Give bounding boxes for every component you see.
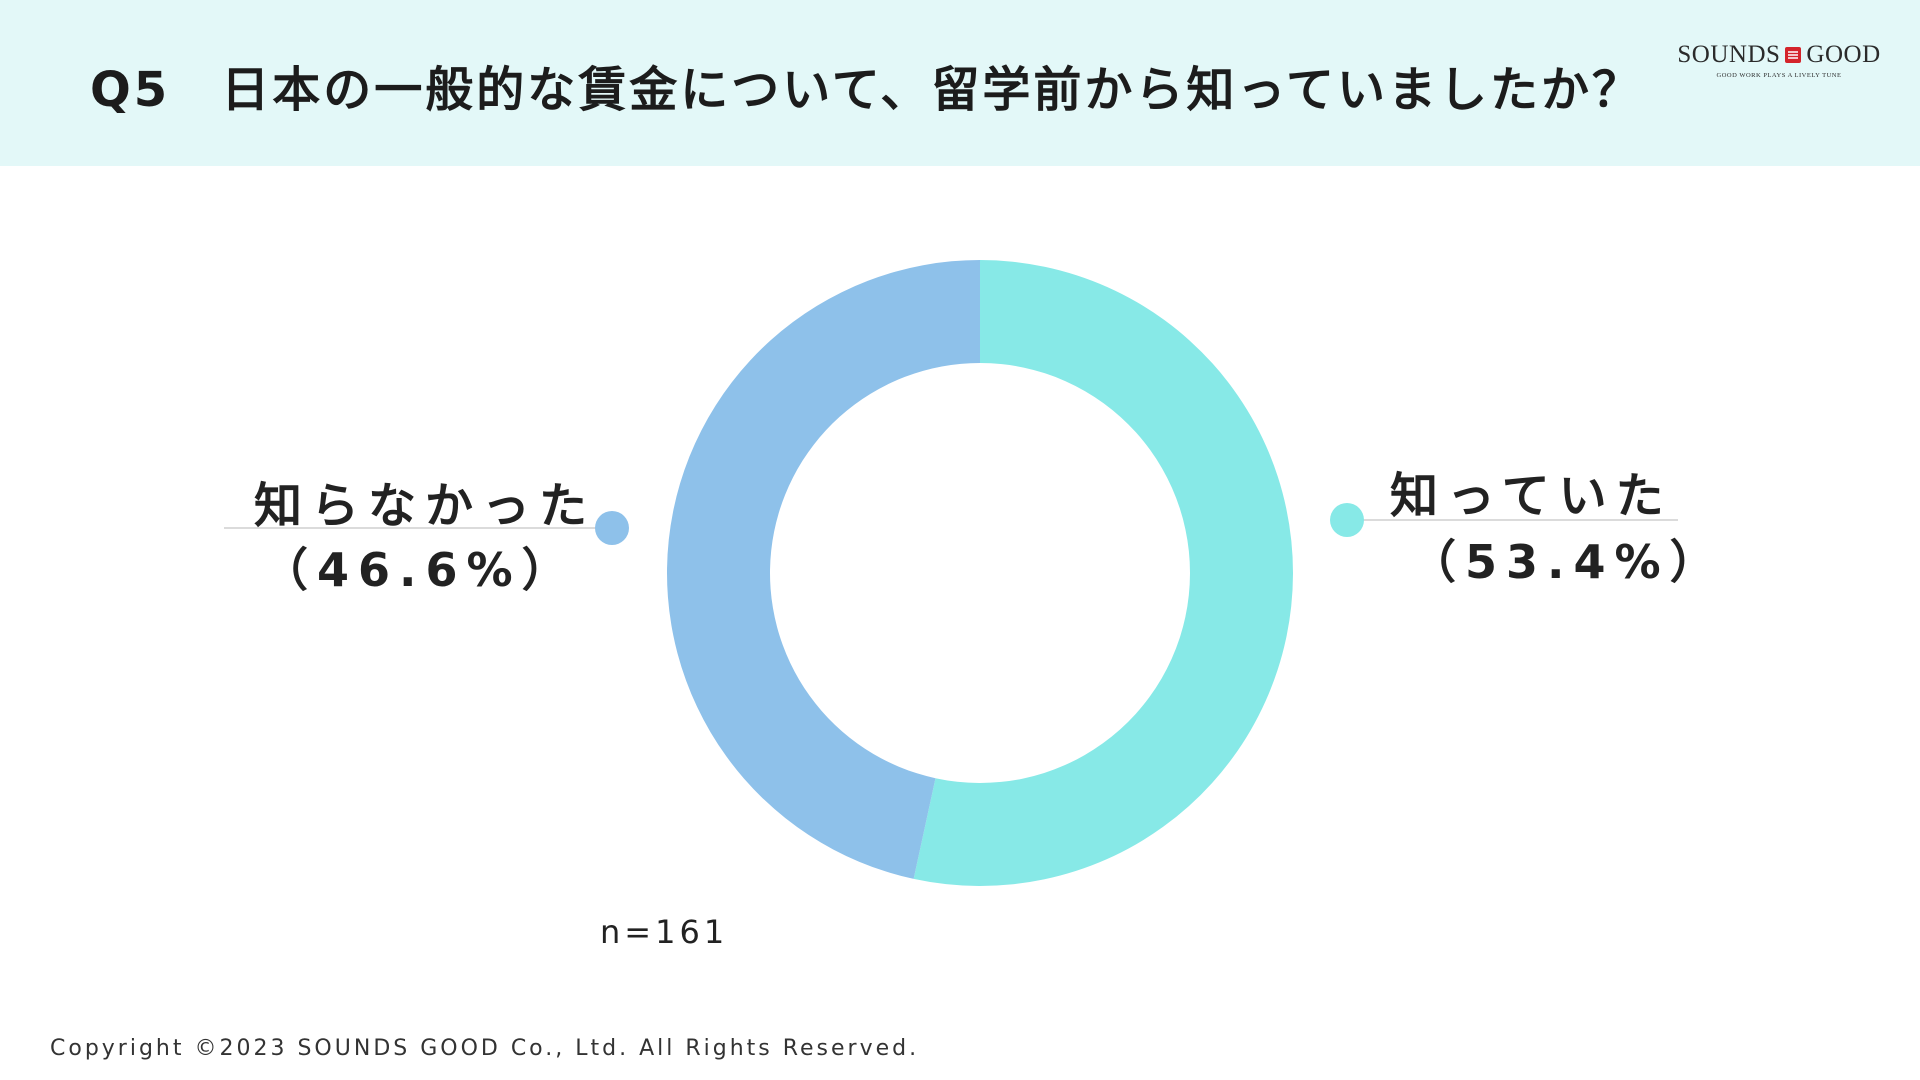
header-band: Q5 日本の一般的な賃金について、留学前から知っていましたか？ SOUNDS G…: [0, 0, 1920, 166]
logo-wordmark: SOUNDS GOOD: [1668, 42, 1890, 67]
slice-value-known: （53.4%）: [1410, 535, 1725, 589]
sample-size-label: n=161: [600, 913, 729, 951]
legend-marker-unknown: [595, 511, 629, 545]
logo-text-left: SOUNDS: [1677, 41, 1781, 68]
page-title: Q5 日本の一般的な賃金について、留学前から知っていましたか？: [90, 62, 1643, 118]
slice-label-unknown: 知らなかった: [254, 478, 597, 534]
donut-slice-unknown: [666, 260, 980, 879]
logo-tagline: GOOD WORK PLAYS A LIVELY TUNE: [1716, 72, 1842, 79]
logo-mark-icon: [1785, 46, 1802, 63]
legend-marker-known: [1330, 503, 1364, 537]
logo-text-right: GOOD: [1806, 41, 1881, 68]
brand-logo: SOUNDS GOOD GOOD WORK PLAYS A LIVELY TUN…: [1668, 42, 1890, 79]
copyright-text: Copyright ©2023 SOUNDS GOOD Co., Ltd. Al…: [50, 1036, 920, 1061]
donut-slice-known: [913, 260, 1293, 886]
slice-value-unknown: （46.6%）: [262, 543, 577, 597]
slice-label-known: 知っていた: [1390, 468, 1673, 524]
donut-slices: [666, 260, 1293, 886]
